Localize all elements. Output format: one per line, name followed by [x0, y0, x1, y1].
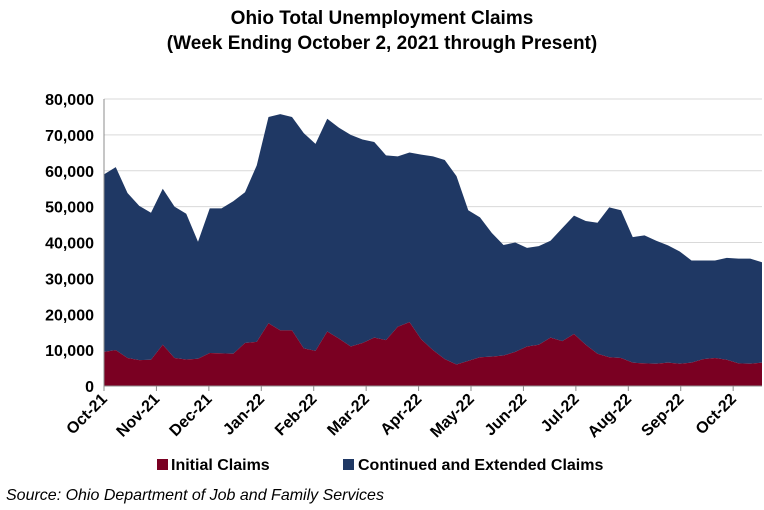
x-tick-label: May-22	[427, 391, 477, 441]
y-tick-label: 20,000	[45, 307, 94, 324]
legend-swatch-initial-claims	[157, 459, 168, 470]
x-tick-label: Aug-22	[585, 391, 635, 441]
y-tick-label: 0	[85, 379, 94, 396]
y-tick-label: 50,000	[45, 200, 94, 217]
legend-label-initial-claims: Initial Claims	[171, 457, 270, 474]
continued-claims-area	[104, 114, 762, 365]
x-tick-label: Jun-22	[482, 391, 531, 440]
y-tick-label: 10,000	[45, 343, 94, 360]
axes	[103, 99, 762, 391]
legend-swatch-continued-claims	[343, 459, 354, 470]
x-tick-label: Oct-22	[693, 391, 740, 438]
legend-label-continued-claims: Continued and Extended Claims	[358, 457, 603, 474]
initial-claims-area	[104, 322, 762, 386]
area-series	[104, 114, 762, 386]
x-tick-label: Nov-21	[114, 391, 164, 441]
y-tick-label: 30,000	[45, 271, 94, 288]
chart-title-line-1: Ohio Total Unemployment Claims	[230, 8, 534, 29]
chart-title-line-2: (Week Ending October 2, 2021 through Pre…	[166, 33, 598, 54]
y-tick-label: 80,000	[45, 92, 94, 109]
legend: Initial Claims Continued and Extended Cla…	[157, 457, 603, 474]
x-tick-label: Feb-22	[272, 391, 321, 440]
x-tick-label: Mar-22	[324, 391, 373, 440]
x-axis-tick-labels: Oct-21 Nov-21 Dec-21 Jan-22 Feb-22 Mar-22 Apr-…	[64, 391, 740, 441]
x-tick-label: Jul-22	[538, 391, 583, 436]
x-tick-label: Apr-22	[378, 391, 426, 439]
x-tick-label: Jan-22	[220, 391, 268, 439]
y-axis-tick-labels: 0 10,000 20,000 30,000 40,000 50,000 60,000 70,…	[45, 92, 94, 396]
x-tick-label: Oct-21	[64, 391, 111, 438]
y-tick-label: 60,000	[45, 164, 94, 181]
y-tick-label: 70,000	[45, 128, 94, 145]
source-note: Source: Ohio Department of Job and Famil…	[6, 487, 384, 504]
y-tick-label: 40,000	[45, 236, 94, 253]
x-tick-label: Dec-21	[167, 391, 216, 440]
chart-title: Ohio Total Unemployment Claims (Week End…	[0, 6, 764, 56]
x-tick-label: Sep-22	[638, 391, 687, 440]
